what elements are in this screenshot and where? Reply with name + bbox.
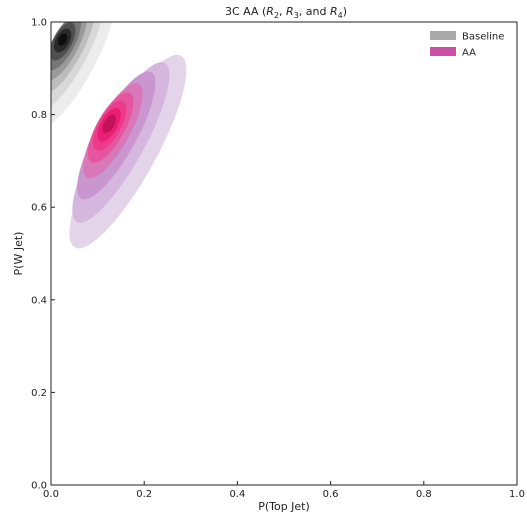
x-axis-label: P(Top Jet) [258,500,310,513]
axis-ticks: 0.0 0.2 0.4 0.6 0.8 1.0 0.0 0.2 0.4 0.6 0.8 1.0 [31,18,525,501]
density-contours [51,22,187,249]
legend: Baseline AA [430,31,504,59]
x-tick-label: 0.8 [416,489,432,500]
legend-label-baseline: Baseline [462,32,504,43]
chart-title: 3C AA (R2, R3, and R4) [225,5,347,20]
y-tick-label: 1.0 [31,18,47,29]
legend-swatch-baseline [430,31,456,40]
legend-label-aa: AA [462,48,476,59]
baseline-contour-level-8 [57,33,68,46]
x-tick-label: 0.6 [323,489,339,500]
series-aa-contours [69,54,187,249]
plot-frame [50,21,518,486]
x-tick-label: 0.4 [229,489,245,500]
x-tick-label: 0.2 [136,489,152,500]
y-tick-label: 0.4 [31,295,47,306]
x-tick-label: 0.0 [43,489,59,500]
y-tick-label: 0.6 [31,203,47,214]
x-tick-label: 1.0 [509,489,525,500]
series-baseline-contours [51,22,115,128]
y-tick-label: 0.0 [31,481,47,492]
aa-contour-level-8 [102,114,116,134]
y-tick-label: 0.8 [31,110,47,121]
legend-swatch-aa [430,47,456,56]
y-tick-label: 0.2 [31,388,47,399]
y-axis-label: P(W Jet) [12,232,25,276]
